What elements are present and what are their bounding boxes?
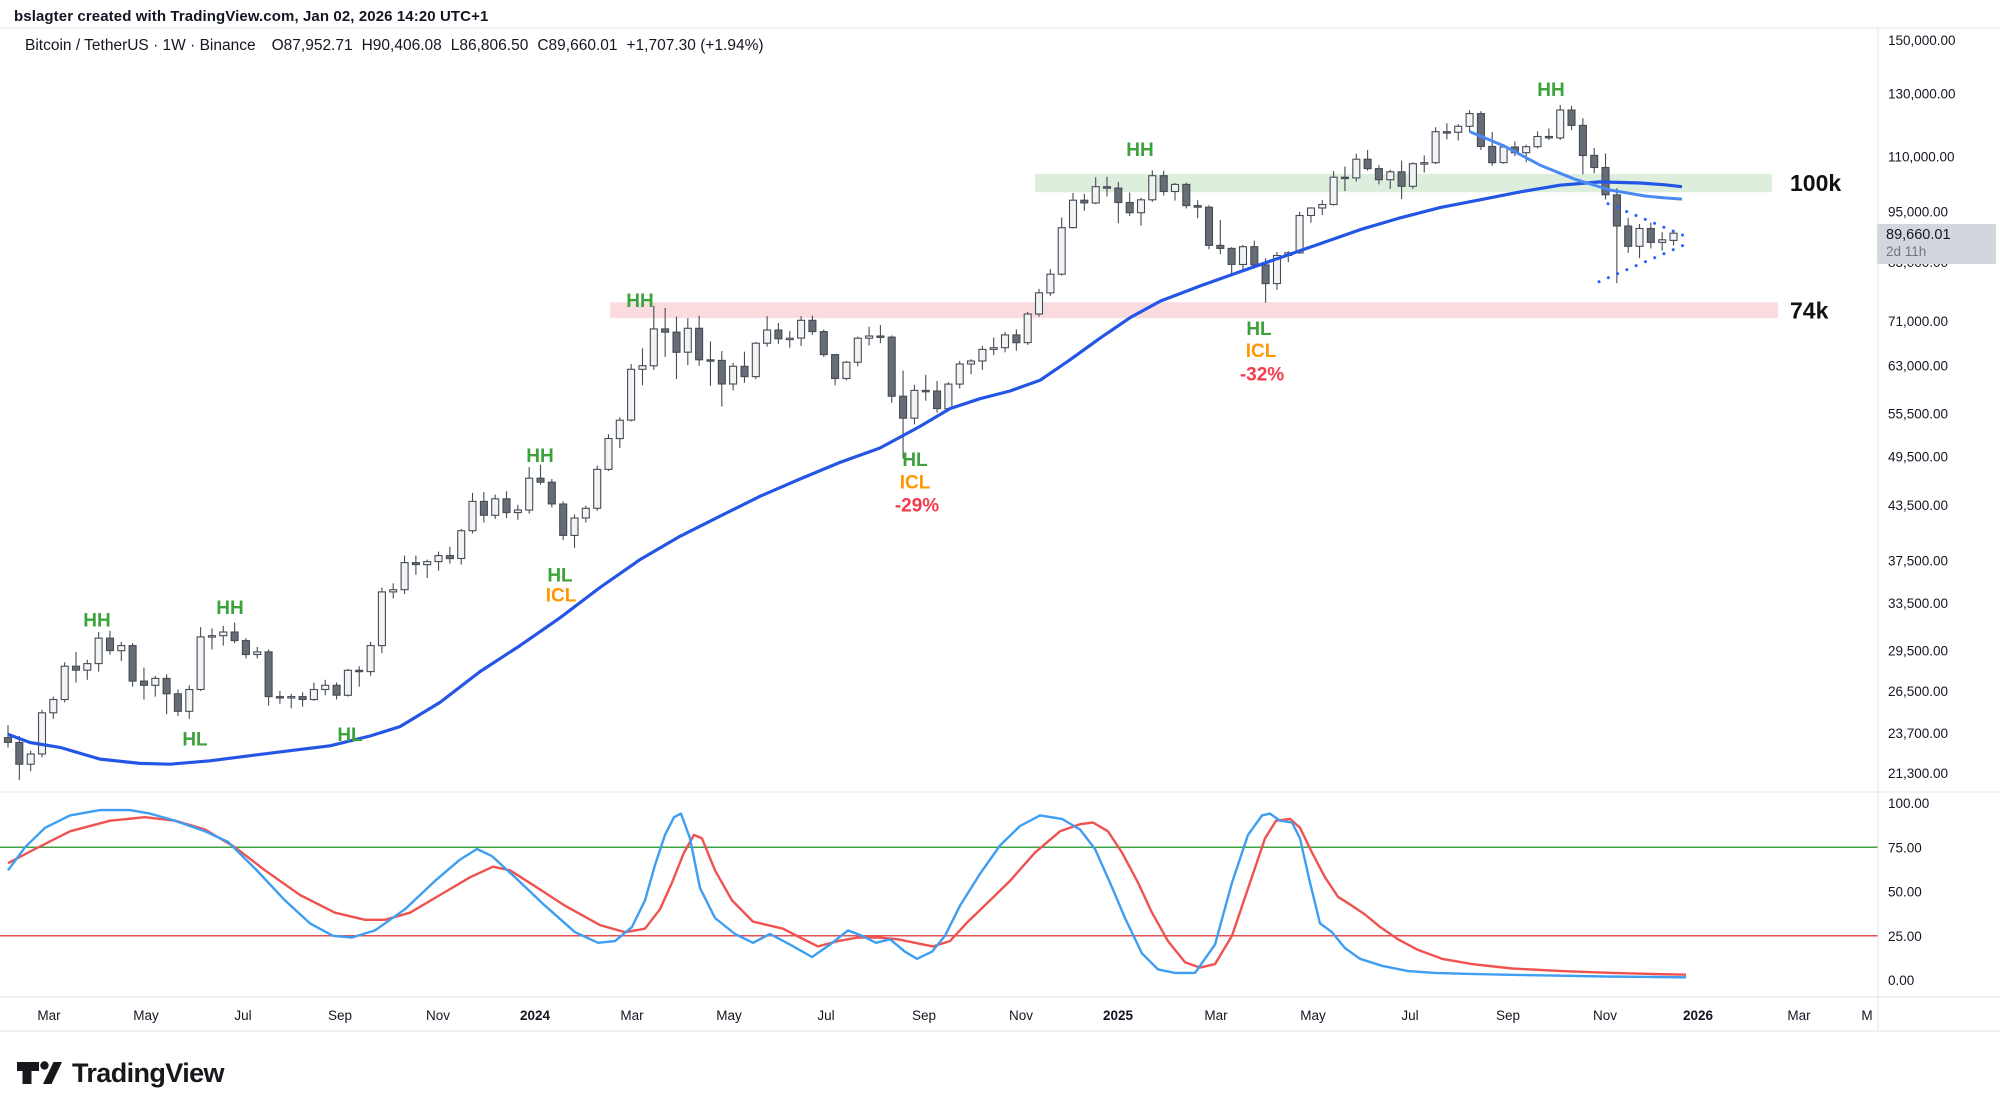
ohlc-close: C89,660.01 <box>537 37 618 54</box>
pattern-label--29pct: -29% <box>895 495 939 516</box>
pattern-label-HL: HL <box>547 565 573 586</box>
stoch-tick: 100.00 <box>1888 796 1929 811</box>
export-credit-text: bslagter created with TradingView.com, J… <box>14 8 489 25</box>
stochastic-pane <box>0 808 1878 979</box>
time-tick-year: 2025 <box>1103 1008 1134 1023</box>
pattern-label-ICL: ICL <box>1246 341 1277 362</box>
price-tick: 150,000.00 <box>1888 33 1956 48</box>
time-tick: Jul <box>1401 1008 1418 1023</box>
time-tick: Jul <box>817 1008 834 1023</box>
pattern-label-HH: HH <box>1537 80 1564 101</box>
price-tick: 37,500.00 <box>1888 554 1948 569</box>
time-tick: May <box>133 1008 159 1023</box>
ma-fast-line <box>1469 130 1683 201</box>
pattern-label-HH: HH <box>1126 140 1153 161</box>
price-axis[interactable]: 150,000.00 130,000.00 110,000.00 95,000.00 8… <box>1888 33 1956 988</box>
dotted-triangle-drawing <box>1597 202 1693 284</box>
time-tick: Mar <box>1787 1008 1811 1023</box>
pattern-label-HH: HH <box>83 611 110 632</box>
price-tick: 63,000.00 <box>1888 359 1948 374</box>
price-tick: 29,500.00 <box>1888 644 1948 659</box>
pane-separators <box>0 27 2000 1032</box>
tradingview-logo-text: TradingView <box>72 1057 225 1088</box>
stoch-tick: 0.00 <box>1888 973 1914 988</box>
time-tick: Nov <box>426 1008 450 1023</box>
price-tick: 110,000.00 <box>1888 150 1955 165</box>
price-tick: 23,700.00 <box>1888 726 1948 741</box>
ohlc-open: O87,952.71 <box>271 37 353 54</box>
zone-band-74k <box>610 302 1778 319</box>
candles-layer <box>3 104 1678 781</box>
price-tick: 33,500.00 <box>1888 596 1948 611</box>
pattern-label-HL: HL <box>337 725 363 746</box>
price-tick: 71,000.00 <box>1888 314 1948 329</box>
price-tick: 21,300.00 <box>1888 766 1948 781</box>
price-zones: 100k 74k <box>610 170 1841 323</box>
pattern-label-HH: HH <box>626 291 653 312</box>
last-price-axis-label: 89,660.01 2d 11h <box>1877 224 1996 264</box>
price-tick: 55,500.00 <box>1888 406 1948 421</box>
time-tick: Sep <box>912 1008 936 1023</box>
time-tick: M <box>1861 1008 1872 1023</box>
ma-main-line <box>7 180 1683 766</box>
pattern-label-HH: HH <box>526 446 553 467</box>
time-tick: Mar <box>37 1008 61 1023</box>
last-price-value: 89,660.01 <box>1886 227 1951 243</box>
bar-countdown: 2d 11h <box>1886 244 1927 259</box>
ohlc-low: L86,806.50 <box>450 37 529 54</box>
time-tick: Nov <box>1009 1008 1033 1023</box>
time-tick: Mar <box>1204 1008 1228 1023</box>
pattern-label-HL: HL <box>902 450 928 471</box>
pattern-label--32pct: -32% <box>1240 365 1284 386</box>
pattern-label-HL: HL <box>1246 319 1272 340</box>
time-axis[interactable]: Mar May Jul Sep Nov 2024 Mar May Jul Sep Nov 2025 Ma… <box>37 1008 1872 1023</box>
stoch-d-line <box>7 816 1687 976</box>
stoch-tick: 50.00 <box>1888 885 1922 900</box>
stoch-k-line <box>7 808 1687 979</box>
price-tick: 95,000.00 <box>1888 205 1948 220</box>
time-tick-year: 2026 <box>1683 1008 1714 1023</box>
time-tick: Mar <box>620 1008 644 1023</box>
tradingview-logo[interactable]: TradingView <box>16 1057 225 1089</box>
moving-averages <box>7 130 1683 766</box>
pattern-label-HL: HL <box>182 730 208 751</box>
symbol-legend: Bitcoin / TetherUS · 1W · Binance O87,952… <box>25 37 773 55</box>
time-tick: Sep <box>1496 1008 1520 1023</box>
time-tick: Jul <box>234 1008 251 1023</box>
time-tick: May <box>716 1008 742 1023</box>
pattern-label-HH: HH <box>216 598 243 619</box>
stoch-tick: 25.00 <box>1888 929 1922 944</box>
price-tick: 26,500.00 <box>1888 684 1948 699</box>
stoch-tick: 75.00 <box>1888 840 1922 855</box>
time-tick: Nov <box>1593 1008 1617 1023</box>
pattern-label-ICL: ICL <box>546 586 577 607</box>
time-tick-year: 2024 <box>520 1008 551 1023</box>
price-tick: 43,500.00 <box>1888 498 1948 513</box>
pattern-label-ICL: ICL <box>900 473 931 494</box>
tradingview-logo-icon <box>17 1061 62 1084</box>
triangle-lower-dotted-line <box>1597 240 1693 284</box>
ohlc-high: H90,406.08 <box>361 37 442 54</box>
price-tick: 49,500.00 <box>1888 449 1948 464</box>
symbol-title[interactable]: Bitcoin / TetherUS · 1W · Binance <box>25 37 256 54</box>
zone-label-74k: 74k <box>1790 297 1829 323</box>
time-tick: Sep <box>328 1008 352 1023</box>
time-tick: May <box>1300 1008 1326 1023</box>
zone-label-100k: 100k <box>1790 170 1841 196</box>
price-tick: 130,000.00 <box>1888 87 1956 102</box>
ohlc-change: +1,707.30 (+1.94%) <box>626 37 764 54</box>
